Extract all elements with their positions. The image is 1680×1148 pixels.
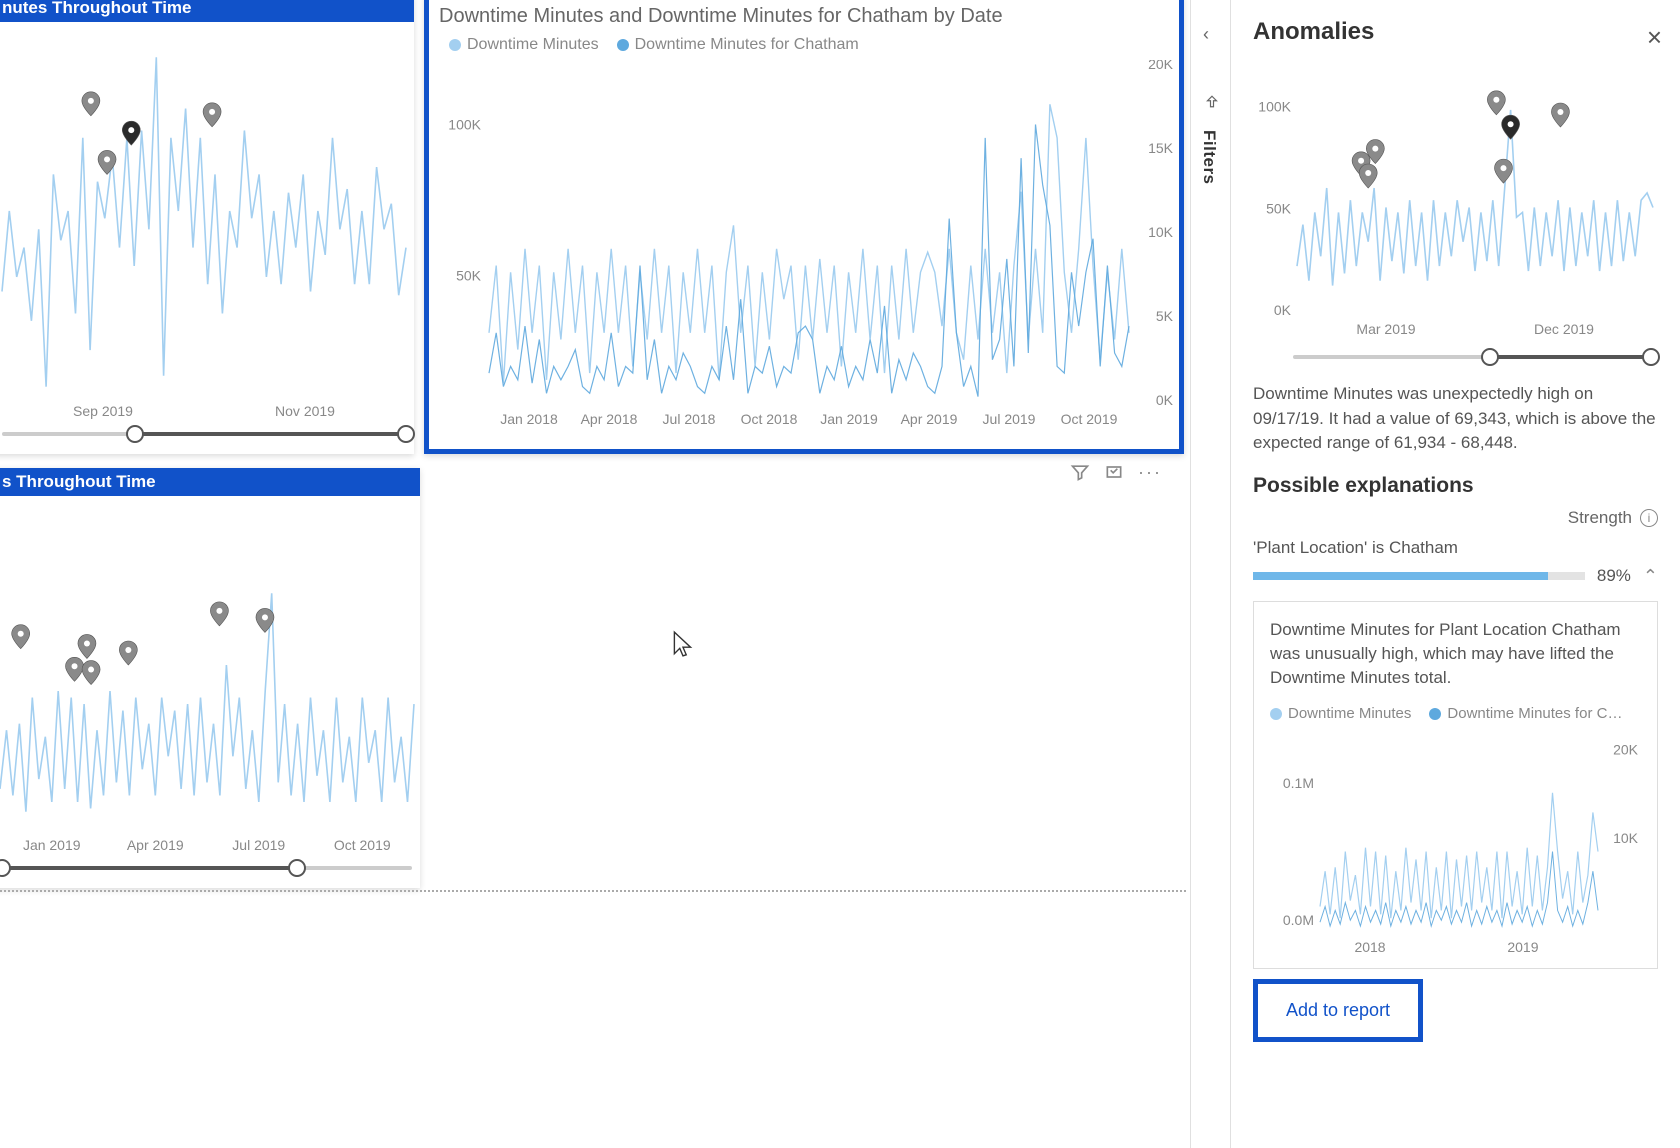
anomaly-marker-icon[interactable] <box>210 602 228 626</box>
chart-bottom-left[interactable]: s Throughout Time Jan 2019 Apr 2019 Jul 20… <box>0 468 420 888</box>
svg-text:Jul 2019: Jul 2019 <box>232 837 285 853</box>
cursor-icon <box>672 630 694 664</box>
legend-label-1: Downtime Minutes <box>467 36 599 54</box>
strength-label: Strength <box>1568 508 1632 528</box>
svg-text:Mar 2019: Mar 2019 <box>1356 321 1415 337</box>
anomaly-marker-icon[interactable] <box>1502 115 1520 139</box>
info-icon[interactable]: i <box>1640 509 1658 527</box>
svg-text:50K: 50K <box>1266 200 1292 216</box>
focus-mode-icon[interactable] <box>1104 462 1124 487</box>
anomaly-marker-icon[interactable] <box>122 121 140 145</box>
chart-top-right-selected[interactable]: Downtime Minutes and Downtime Minutes fo… <box>424 0 1184 454</box>
legend-label-1: Downtime Minutes <box>1288 705 1411 722</box>
anomaly-marker-icon[interactable] <box>1359 164 1377 188</box>
anomalies-panel: Anomalies × 100K 50K 0K Mar 2019 Dec 2019 Do… <box>1230 0 1680 1148</box>
explanation-card: Downtime Minutes for Plant Location Chat… <box>1253 601 1658 969</box>
svg-text:Jul 2019: Jul 2019 <box>983 411 1036 427</box>
anomaly-mini-chart: 100K 50K 0K Mar 2019 Dec 2019 <box>1253 60 1658 370</box>
svg-text:Jul 2018: Jul 2018 <box>663 411 716 427</box>
svg-text:0.0M: 0.0M <box>1283 913 1314 929</box>
strength-percent: 89% <box>1597 566 1631 586</box>
chart-body: 100K50K20K15K10K5K0KJan 2018Apr 2018Jul … <box>429 60 1179 430</box>
add-to-report-button[interactable]: Add to report <box>1253 979 1423 1042</box>
svg-text:50K: 50K <box>456 268 482 284</box>
svg-text:2019: 2019 <box>1507 939 1538 955</box>
chart-svg: 50K100K0KSep 2019Nov 2019 <box>0 22 414 422</box>
anomaly-marker-icon[interactable] <box>82 661 100 685</box>
svg-text:Apr 2018: Apr 2018 <box>581 411 638 427</box>
anomaly-marker-icon[interactable] <box>119 641 137 665</box>
time-slider[interactable] <box>0 856 420 886</box>
chart-svg: Jan 2019 Apr 2019 Jul 2019 Oct 2019 <box>0 496 420 856</box>
chart-legend: Downtime Minutes Downtime Minutes for Ch… <box>429 34 1179 60</box>
svg-text:Oct 2019: Oct 2019 <box>334 837 391 853</box>
anomaly-marker-icon[interactable] <box>12 625 30 649</box>
chevron-up-icon[interactable]: ⌃ <box>1643 566 1658 587</box>
legend-label-2: Downtime Minutes for C… <box>1447 705 1622 722</box>
possible-explanations-heading: Possible explanations <box>1253 474 1658 498</box>
svg-text:Jan 2018: Jan 2018 <box>500 411 558 427</box>
strength-bar <box>1253 572 1585 580</box>
anomalies-title: Anomalies <box>1253 18 1658 46</box>
svg-text:100K: 100K <box>448 116 481 132</box>
chart-header: nutes Throughout Time <box>0 0 414 22</box>
chart-svg: 100K50K20K15K10K5K0KJan 2018Apr 2018Jul … <box>429 60 1179 430</box>
filters-label: Filters <box>1199 130 1219 185</box>
chart-title: Downtime Minutes and Downtime Minutes fo… <box>429 0 1179 34</box>
svg-text:Oct 2019: Oct 2019 <box>1061 411 1118 427</box>
anomaly-marker-icon[interactable] <box>82 92 100 116</box>
anomaly-marker-icon[interactable] <box>66 657 84 681</box>
anomaly-marker-icon[interactable] <box>1487 91 1505 115</box>
chart-header: s Throughout Time <box>0 468 420 496</box>
filter-icon[interactable] <box>1070 462 1090 487</box>
anomaly-marker-icon[interactable] <box>256 608 274 632</box>
svg-text:2018: 2018 <box>1354 939 1385 955</box>
explanation-label: 'Plant Location' is Chatham <box>1253 538 1658 558</box>
chart-svg: 100K 50K 0K Mar 2019 Dec 2019 <box>1253 60 1659 340</box>
filters-pane-collapsed[interactable]: ‹ Filters <box>1190 0 1230 1148</box>
svg-text:0K: 0K <box>1274 302 1292 318</box>
svg-text:Jan 2019: Jan 2019 <box>820 411 878 427</box>
anomaly-marker-icon[interactable] <box>1494 159 1512 183</box>
more-options-icon[interactable]: ··· <box>1138 462 1162 487</box>
anomaly-marker-icon[interactable] <box>1551 103 1569 127</box>
chart-body: 50K100K0KSep 2019Nov 2019 <box>0 22 414 422</box>
anomaly-marker-icon[interactable] <box>203 103 221 127</box>
share-icon[interactable] <box>1203 94 1221 117</box>
svg-text:10K: 10K <box>1613 830 1639 846</box>
divider-dotted <box>0 890 1186 892</box>
svg-text:100K: 100K <box>1258 99 1291 115</box>
svg-text:Dec 2019: Dec 2019 <box>1534 321 1594 337</box>
close-icon[interactable]: × <box>1647 22 1662 53</box>
svg-text:0.1M: 0.1M <box>1283 775 1314 791</box>
svg-text:Apr 2019: Apr 2019 <box>127 837 184 853</box>
chevron-left-icon[interactable]: ‹ <box>1203 24 1209 45</box>
svg-text:Nov 2019: Nov 2019 <box>275 403 335 419</box>
time-slider[interactable] <box>0 422 414 452</box>
time-slider[interactable] <box>1253 345 1658 373</box>
explanation-text: Downtime Minutes for Plant Location Chat… <box>1270 618 1641 689</box>
svg-text:20K: 20K <box>1613 742 1639 758</box>
anomaly-description: Downtime Minutes was unexpectedly high o… <box>1253 382 1658 456</box>
chart-top-left[interactable]: nutes Throughout Time 50K100K0KSep 2019N… <box>0 0 414 454</box>
svg-text:Jan 2019: Jan 2019 <box>23 837 81 853</box>
chart-svg: 0.1M 0.0M 20K 10K 2018 2019 <box>1270 728 1642 958</box>
svg-text:Oct 2018: Oct 2018 <box>741 411 798 427</box>
anomaly-marker-icon[interactable] <box>78 634 96 658</box>
legend-label-2: Downtime Minutes for Chatham <box>635 36 859 54</box>
svg-text:Apr 2019: Apr 2019 <box>901 411 958 427</box>
svg-text:Sep 2019: Sep 2019 <box>73 403 133 419</box>
chart-body: Jan 2019 Apr 2019 Jul 2019 Oct 2019 <box>0 496 420 856</box>
explanation-mini-chart: 0.1M 0.0M 20K 10K 2018 2019 <box>1270 728 1641 958</box>
